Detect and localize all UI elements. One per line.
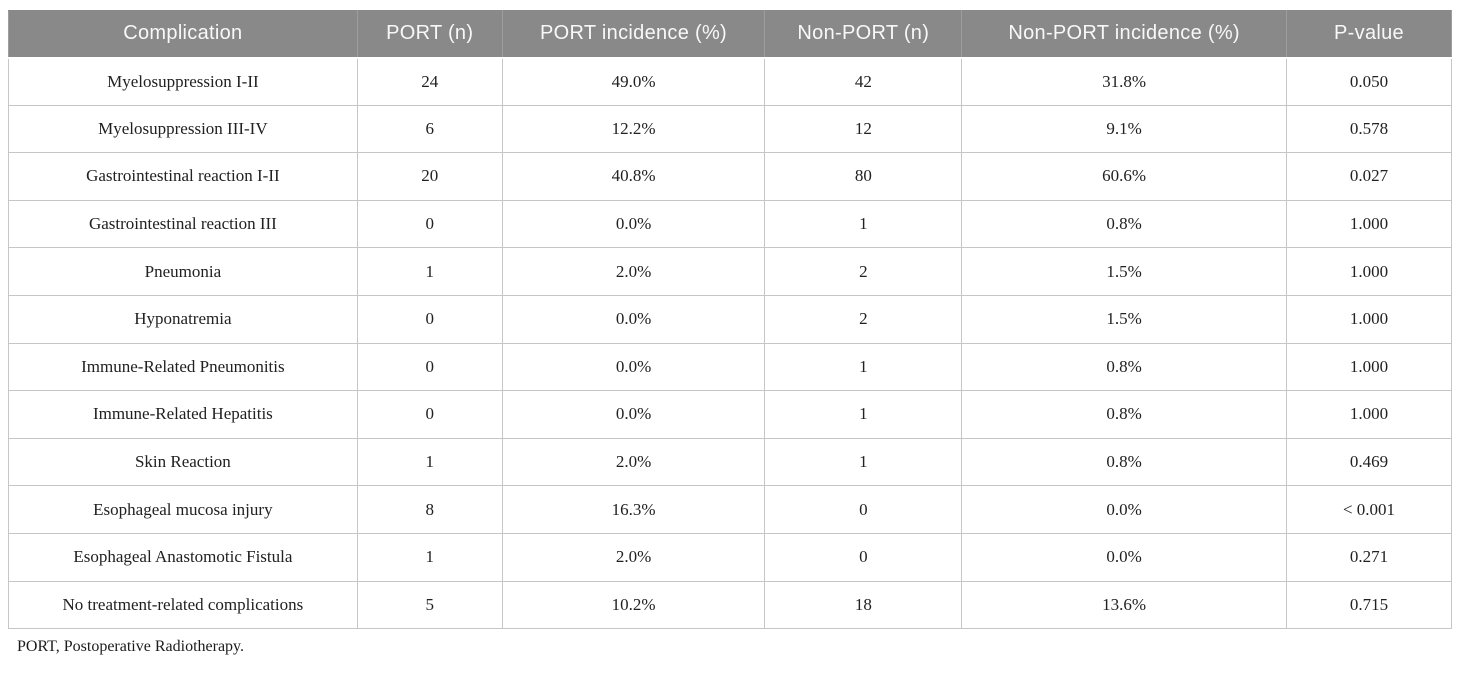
table-cell: 24 (356, 57, 503, 106)
table-row: No treatment-related complications 5 10.2%… (8, 580, 1452, 630)
table-cell: 1 (764, 437, 963, 487)
table-cell: 0.469 (1286, 437, 1452, 487)
table-cell: 0.8% (961, 199, 1288, 249)
table-cell: 0 (356, 294, 503, 344)
col-header-port-n: PORT (n) (356, 10, 503, 59)
table-cell: Esophageal mucosa injury (8, 485, 358, 534)
table-cell: 0 (764, 532, 963, 582)
col-header-nonport-n: Non-PORT (n) (764, 10, 963, 59)
table-cell: 9.1% (961, 104, 1288, 154)
table-cell: 60.6% (961, 152, 1288, 201)
table-cell: 1 (764, 342, 963, 392)
table-row: Pneumonia 1 2.0% 2 1.5% 1.000 (8, 247, 1452, 296)
table-cell: No treatment-related complications (8, 580, 358, 630)
table-header: Complication PORT (n) PORT incidence (%)… (8, 10, 1452, 59)
table-cell: 1.000 (1286, 342, 1452, 392)
table-cell: 20 (356, 152, 503, 201)
table-cell: 5 (356, 580, 503, 630)
table-cell: 40.8% (501, 152, 766, 201)
table-cell: Gastrointestinal reaction III (8, 199, 358, 249)
table-row: Gastrointestinal reaction I-II 20 40.8% 80 6… (8, 152, 1452, 201)
table-cell: Pneumonia (8, 247, 358, 296)
table-cell: 0.578 (1286, 104, 1452, 154)
table-cell: 0.027 (1286, 152, 1452, 201)
table-cell: 0.0% (501, 199, 766, 249)
table-cell: 12 (764, 104, 963, 154)
col-header-complication: Complication (8, 10, 358, 59)
table-cell: 1 (764, 199, 963, 249)
table-row: Myelosuppression I-II 24 49.0% 42 31.8% 0.050 (8, 57, 1452, 106)
table-cell: 10.2% (501, 580, 766, 630)
table-cell: Immune-Related Hepatitis (8, 390, 358, 439)
table-row: Immune-Related Pneumonitis 0 0.0% 1 0.8% 1.00… (8, 342, 1452, 392)
table-cell: 80 (764, 152, 963, 201)
table-cell: 1.5% (961, 294, 1288, 344)
table-cell: 0.0% (961, 485, 1288, 534)
table-row: Myelosuppression III-IV 6 12.2% 12 9.1% 0.578 (8, 104, 1452, 154)
table-footnote: PORT, Postoperative Radiotherapy. (17, 638, 244, 656)
table-cell: 2.0% (501, 437, 766, 487)
table-row: Esophageal Anastomotic Fistula 1 2.0% 0 0.0%… (8, 532, 1452, 582)
table-cell: 0.8% (961, 437, 1288, 487)
table-cell: 0.8% (961, 390, 1288, 439)
table-row: Hyponatremia 0 0.0% 2 1.5% 1.000 (8, 294, 1452, 344)
table-cell: 1.5% (961, 247, 1288, 296)
table-cell: 0.0% (961, 532, 1288, 582)
table-cell: 42 (764, 57, 963, 106)
table-cell: 0.271 (1286, 532, 1452, 582)
table-cell: 1.000 (1286, 247, 1452, 296)
table-cell: 12.2% (501, 104, 766, 154)
table-cell: Immune-Related Pneumonitis (8, 342, 358, 392)
table-cell: 0.0% (501, 342, 766, 392)
table-cell: 2 (764, 294, 963, 344)
table-cell: Skin Reaction (8, 437, 358, 487)
table-body: Myelosuppression I-II 24 49.0% 42 31.8% 0.050… (8, 57, 1452, 630)
col-header-p-value: P-value (1286, 10, 1452, 59)
table-cell: 0.715 (1286, 580, 1452, 630)
table-cell: 0.0% (501, 294, 766, 344)
table-cell: Myelosuppression I-II (8, 57, 358, 106)
table-cell: 1.000 (1286, 294, 1452, 344)
table-cell: 6 (356, 104, 503, 154)
table-row: Skin Reaction 1 2.0% 1 0.8% 0.469 (8, 437, 1452, 487)
table-cell: 1.000 (1286, 199, 1452, 249)
table-cell: 8 (356, 485, 503, 534)
col-header-nonport-incidence: Non-PORT incidence (%) (961, 10, 1288, 59)
table-cell: 16.3% (501, 485, 766, 534)
complications-table-container: Complication PORT (n) PORT incidence (%)… (8, 10, 1452, 656)
table-row: Gastrointestinal reaction III 0 0.0% 1 0.8% 1… (8, 199, 1452, 249)
table-row: Esophageal mucosa injury 8 16.3% 0 0.0% < 0.0… (8, 485, 1452, 534)
table-cell: 1 (356, 247, 503, 296)
table-cell: 2.0% (501, 247, 766, 296)
table-row: Immune-Related Hepatitis 0 0.0% 1 0.8% 1.000 (8, 390, 1452, 439)
table-cell: 2.0% (501, 532, 766, 582)
complications-table: Complication PORT (n) PORT incidence (%)… (8, 10, 1452, 630)
table-cell: < 0.001 (1286, 485, 1452, 534)
table-cell: 0 (764, 485, 963, 534)
table-cell: Hyponatremia (8, 294, 358, 344)
table-cell: 0 (356, 390, 503, 439)
table-cell: 2 (764, 247, 963, 296)
table-cell: 1 (764, 390, 963, 439)
table-cell: 0.050 (1286, 57, 1452, 106)
table-cell: 1.000 (1286, 390, 1452, 439)
table-cell: 0.8% (961, 342, 1288, 392)
table-cell: 13.6% (961, 580, 1288, 630)
table-cell: Myelosuppression III-IV (8, 104, 358, 154)
table-cell: 0 (356, 342, 503, 392)
table-cell: 49.0% (501, 57, 766, 106)
table-cell: 31.8% (961, 57, 1288, 106)
table-cell: 0 (356, 199, 503, 249)
header-row: Complication PORT (n) PORT incidence (%)… (8, 10, 1452, 59)
table-cell: 1 (356, 532, 503, 582)
table-cell: 18 (764, 580, 963, 630)
col-header-port-incidence: PORT incidence (%) (501, 10, 766, 59)
table-cell: 0.0% (501, 390, 766, 439)
table-cell: 1 (356, 437, 503, 487)
table-cell: Esophageal Anastomotic Fistula (8, 532, 358, 582)
table-cell: Gastrointestinal reaction I-II (8, 152, 358, 201)
